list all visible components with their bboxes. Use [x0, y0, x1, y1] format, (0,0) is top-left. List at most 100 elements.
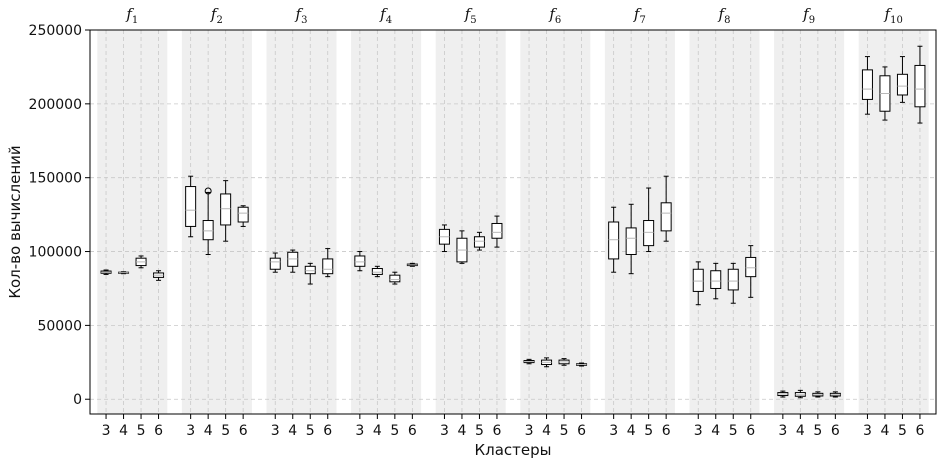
box-2-6	[237, 205, 249, 227]
panel-title-subscript: 7	[639, 15, 645, 26]
box-10-5	[896, 56, 908, 103]
box-6-3	[523, 358, 535, 365]
panel-title: f1	[125, 5, 138, 26]
box-8-4	[710, 262, 722, 300]
y-tick-label: 200000	[29, 97, 82, 113]
x-tick-label: 5	[813, 423, 822, 439]
panel-title-subscript: 2	[216, 15, 222, 26]
x-tick-label: 3	[694, 423, 703, 439]
x-tick-label: 5	[137, 423, 146, 439]
panel-title-letter: f	[125, 5, 134, 23]
x-tick-label: 4	[796, 423, 805, 439]
panel-title-subscript: 10	[890, 15, 903, 26]
iqr-box	[745, 256, 757, 278]
x-tick-label: 6	[746, 423, 755, 439]
y-axis-label: Кол-во вычислений	[6, 145, 24, 298]
box-7-6	[660, 175, 672, 242]
panel-band	[435, 30, 506, 414]
box-4-3	[354, 251, 366, 272]
x-tick-label: 3	[355, 423, 364, 439]
x-tick-label: 5	[898, 423, 907, 439]
x-tick-label: 6	[577, 423, 586, 439]
panel-title: f2	[210, 5, 223, 26]
x-tick-label: 4	[373, 423, 382, 439]
x-tick-label: 4	[457, 423, 466, 439]
panel-band	[689, 30, 760, 414]
panel-band	[774, 30, 845, 414]
x-tick-label: 4	[711, 423, 720, 439]
panel-title: f9	[802, 5, 815, 26]
x-tick-label: 4	[627, 423, 636, 439]
x-tick-label: 3	[271, 423, 280, 439]
plot-frame	[89, 29, 937, 415]
iqr-box	[660, 202, 672, 232]
panel-title: f8	[718, 5, 731, 26]
x-tick-label: 5	[390, 423, 399, 439]
panel-title-subscript: 4	[386, 15, 392, 26]
box-2-5	[220, 180, 232, 242]
panel-band	[266, 30, 337, 414]
panel-title: f7	[633, 5, 646, 26]
box-4-4	[371, 265, 383, 278]
iqr-box	[692, 268, 704, 292]
x-tick-label: 5	[644, 423, 653, 439]
box-9-3	[777, 390, 789, 398]
panel-title-subscript: 1	[132, 15, 138, 26]
panel-title: f10	[884, 5, 903, 26]
iqr-box	[491, 222, 503, 239]
box-9-5	[812, 391, 824, 398]
y-tick-label: 50000	[37, 318, 82, 334]
box-1-6	[153, 270, 165, 281]
panel-title-subscript: 9	[809, 15, 815, 26]
x-tick-label: 6	[154, 423, 163, 439]
box-9-6	[829, 391, 841, 398]
x-tick-label: 4	[204, 423, 213, 439]
x-tick-label: 3	[863, 423, 872, 439]
box-5-6	[491, 215, 503, 248]
iqr-box	[322, 258, 334, 275]
x-tick-label: 6	[915, 423, 924, 439]
box-2-4	[202, 187, 214, 255]
panel-title-letter: f	[464, 5, 473, 23]
box-10-6	[914, 45, 926, 124]
box-8-5	[727, 262, 739, 304]
iqr-box	[643, 220, 655, 247]
box-6-6	[576, 362, 588, 367]
panel-title-letter: f	[210, 5, 219, 23]
box-3-6	[322, 248, 334, 278]
x-tick-label: 5	[475, 423, 484, 439]
panel-title-subscript: 5	[470, 15, 476, 26]
box-8-6	[745, 245, 757, 298]
x-tick-label: 3	[525, 423, 534, 439]
outlier-point	[204, 187, 212, 195]
x-tick-label: 4	[542, 423, 551, 439]
panel-band	[351, 30, 422, 414]
box-1-4	[118, 271, 130, 275]
x-tick-label: 3	[186, 423, 195, 439]
x-tick-label: 4	[880, 423, 889, 439]
x-tick-label: 6	[239, 423, 248, 439]
panel-title-letter: f	[718, 5, 727, 23]
box-7-3	[608, 206, 620, 273]
box-8-3	[692, 261, 704, 306]
box-7-5	[643, 187, 655, 253]
iqr-box	[710, 270, 722, 289]
panel-title: f3	[295, 5, 308, 26]
x-tick-label: 5	[560, 423, 569, 439]
box-3-5	[304, 262, 316, 285]
panel-title-letter: f	[295, 5, 304, 23]
iqr-box	[220, 193, 232, 226]
box-5-3	[438, 224, 450, 253]
iqr-box	[861, 69, 873, 100]
box-4-6	[406, 262, 418, 267]
box-4-5	[389, 271, 401, 285]
box-7-4	[625, 203, 637, 275]
iqr-box	[727, 268, 739, 291]
box-10-3	[861, 56, 873, 115]
x-axis-label: Кластеры	[474, 441, 551, 459]
iqr-box	[202, 220, 214, 241]
iqr-box	[304, 265, 316, 275]
iqr-box	[625, 227, 637, 255]
